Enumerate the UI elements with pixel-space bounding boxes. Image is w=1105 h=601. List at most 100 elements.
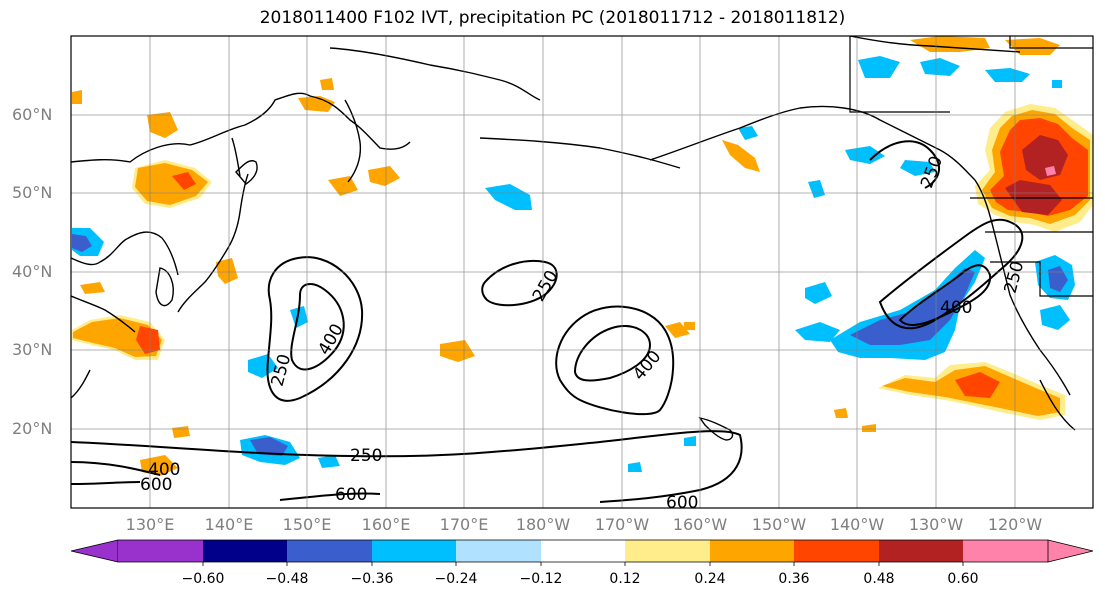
precip-positive-region	[684, 322, 695, 330]
precip-positive-region	[955, 372, 1000, 398]
coastline-mexico	[1039, 379, 1076, 431]
colorbar-tick-label: 0.36	[778, 571, 810, 587]
lon-label-130w: 130°W	[908, 515, 964, 534]
lon-label-150w: 150°W	[751, 515, 807, 534]
lat-label-30n: 30°N	[12, 340, 53, 359]
colorbar-tick-label: −0.36	[350, 571, 394, 587]
precip-positive-region	[320, 78, 334, 90]
border-us-canada	[1009, 36, 1093, 49]
lon-label-170w: 170°W	[594, 515, 650, 534]
coastline-asia	[71, 231, 179, 276]
ivt-contour-line	[71, 461, 161, 476]
colorbar-tick-label: 0.24	[694, 571, 726, 587]
colorbar-segment	[625, 540, 710, 562]
precip-negative-region	[900, 160, 935, 176]
precip-positive-region	[216, 258, 238, 284]
colorbar-extend-high	[1047, 539, 1094, 563]
precip-positive-region	[665, 322, 690, 338]
border-us-canada	[849, 36, 950, 113]
precip-negative-region	[248, 354, 278, 378]
precip-negative-region	[795, 322, 840, 342]
lat-label-50n: 50°N	[12, 183, 53, 202]
coastline-kamchatka	[344, 99, 362, 183]
colorbar-segment	[203, 540, 287, 562]
colorbar-tick-label: −0.60	[181, 571, 225, 587]
ivt-contour-line	[266, 256, 364, 402]
precip-negative-region	[738, 126, 758, 140]
ivt-contour-label: 400	[940, 298, 972, 318]
precip-positive-region	[172, 426, 190, 438]
precip-negative-region	[318, 455, 340, 468]
precip-positive-region	[834, 408, 848, 418]
lon-label-180w: 180°W	[515, 515, 571, 534]
precip-positive-region	[135, 163, 208, 205]
colorbar-tick-label: 0.60	[947, 571, 979, 587]
coastline-asia	[71, 295, 136, 333]
colorbar-segment	[710, 540, 794, 562]
precip-positive-region	[147, 112, 178, 138]
ivt-contour-line	[878, 218, 1024, 330]
ivt-contour-label: 600	[666, 493, 698, 513]
ivt-contour-line	[573, 325, 652, 382]
gridlines	[71, 36, 1093, 508]
ivt-contour-label: 600	[140, 475, 172, 495]
precip-negative-region	[845, 146, 885, 164]
lon-label-120w: 120°W	[987, 515, 1043, 534]
precip-positive-region	[328, 176, 358, 196]
lon-label-160e: 160°E	[361, 515, 411, 534]
ivt-contour-label: 250	[350, 446, 382, 466]
coastline-aleutians	[479, 137, 681, 169]
coastline-russia-north	[329, 47, 541, 101]
precip-negative-region	[920, 58, 960, 76]
coastline-na-west	[974, 179, 1071, 396]
colorbar-tick-label: 0.48	[863, 571, 895, 587]
lat-label-20n: 20°N	[12, 419, 53, 438]
precip-negative-region	[72, 234, 92, 252]
colorbar-segment	[456, 540, 541, 562]
precip-negative-region	[1052, 80, 1062, 88]
precip-positive-region	[172, 172, 196, 190]
ivt-contour-line	[481, 259, 558, 307]
precip-positive-region	[368, 166, 400, 186]
precip-positive-region	[862, 424, 876, 432]
colorbar-segment	[879, 540, 963, 562]
precip-negative-region	[1048, 266, 1068, 292]
ivt-contour-label: 400	[148, 460, 180, 480]
colorbar-segment	[118, 540, 203, 562]
plot-frame	[70, 35, 1094, 509]
precip-negative-region	[684, 436, 696, 446]
coastlines	[71, 36, 1076, 441]
precip-negative-region	[290, 306, 308, 328]
colorbar-tick-label: −0.12	[519, 571, 563, 587]
precip-negative-region	[485, 184, 532, 210]
precip-negative-region	[808, 180, 825, 198]
precip-positive-region	[136, 326, 160, 354]
coastline-korea	[155, 267, 174, 307]
precip-positive-region	[440, 340, 475, 362]
coastline-asia	[71, 369, 91, 399]
lon-label-150e: 150°E	[282, 515, 332, 534]
ivt-contour-line	[555, 305, 675, 416]
colorbar-tick-label: −0.48	[265, 571, 309, 587]
precip-positive-region	[72, 90, 82, 104]
precip-negative-region	[628, 462, 642, 472]
coastline-sakhalin	[231, 137, 241, 177]
precip-positive-region	[140, 455, 178, 476]
lat-label-40n: 40°N	[12, 262, 53, 281]
coastline-alaska-north	[849, 36, 1021, 53]
ivt-contour-line	[279, 492, 381, 501]
precip-negative-region	[858, 56, 900, 78]
lon-label-140w: 140°W	[829, 515, 885, 534]
precip-positive-region	[722, 140, 760, 172]
colorbar-segment	[963, 540, 1048, 562]
map-title: 2018011400 F102 IVT, precipitation PC (2…	[259, 8, 846, 28]
lon-label-170e: 170°E	[439, 515, 489, 534]
precip-positive-region	[1005, 38, 1060, 55]
coastline-alaska	[649, 105, 976, 181]
lon-label-160w: 160°W	[672, 515, 728, 534]
ivt-contour-label: 600	[335, 485, 367, 505]
coastline-japan	[177, 173, 249, 313]
precip-positive-region	[1022, 135, 1068, 180]
colorbar-segment	[287, 540, 372, 562]
